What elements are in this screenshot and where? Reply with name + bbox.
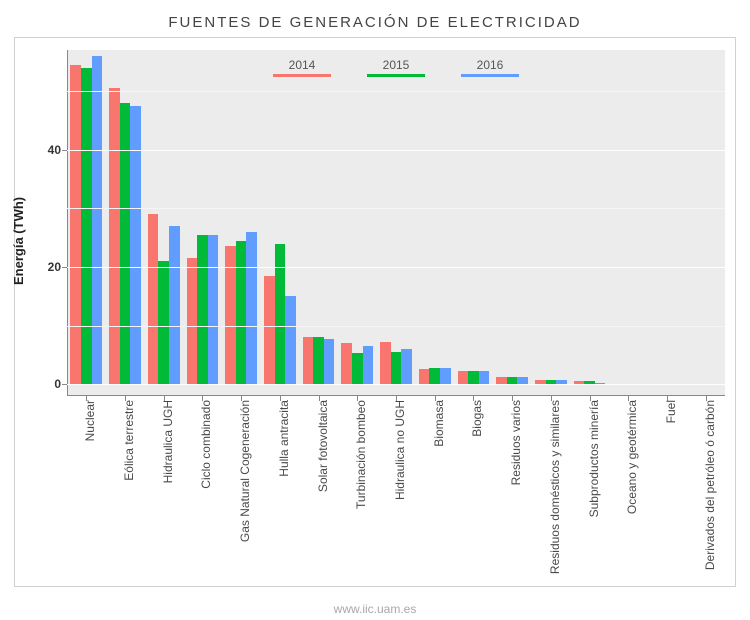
bar	[285, 296, 296, 384]
category-group	[419, 50, 451, 396]
category-group	[651, 50, 683, 396]
legend-swatch	[273, 74, 331, 77]
x-tick-label: Residuos varios	[501, 396, 523, 485]
category-group	[535, 50, 567, 396]
bar	[246, 232, 257, 384]
x-tick-label: Gas Natural Cogeneración	[230, 396, 252, 542]
bar	[324, 339, 335, 384]
y-axis-label: Energía (TWh)	[11, 197, 26, 285]
gridline-h-minor	[67, 326, 725, 327]
bar	[468, 371, 479, 384]
category-group	[341, 50, 373, 396]
bar	[197, 235, 208, 385]
bar	[275, 244, 286, 385]
bar	[380, 342, 391, 384]
category-group	[458, 50, 490, 396]
x-tick-label: Hidraulica UGH	[153, 396, 175, 483]
gridline-h	[67, 150, 725, 151]
x-tick-label: Fuel	[656, 396, 678, 423]
bar	[120, 103, 131, 384]
footer-credit: www.iic.uam.es	[0, 602, 750, 616]
bar	[391, 352, 402, 384]
legend-label: 2014	[273, 58, 331, 72]
x-tick-label: Nuclear	[75, 396, 97, 441]
category-group	[225, 50, 257, 396]
plot-outer: Energía (TWh) 2014 2015 2016 0 20 40 Nuclear E…	[14, 37, 736, 587]
bar	[109, 88, 120, 384]
bar	[352, 353, 363, 384]
y-tick-label: 0	[54, 377, 67, 391]
bar	[130, 106, 141, 385]
bar	[187, 258, 198, 384]
bar	[517, 377, 528, 384]
bar	[440, 368, 451, 384]
x-tick-label: Turbinación bombeo	[346, 396, 368, 509]
x-tick-label: Hulla antracita	[269, 396, 291, 477]
legend-swatch	[461, 74, 519, 77]
bar	[208, 235, 219, 385]
category-group	[303, 50, 335, 396]
category-group	[187, 50, 219, 396]
bar	[92, 56, 103, 384]
x-tick-label: Hidraulica no UGH	[385, 396, 407, 500]
legend-label: 2015	[367, 58, 425, 72]
bar	[81, 68, 92, 385]
x-tick-label: Solar fotovoltaica	[308, 396, 330, 492]
y-tick-label: 40	[48, 143, 67, 157]
bar	[429, 368, 440, 384]
category-group	[574, 50, 606, 396]
bar	[496, 377, 507, 384]
bar	[341, 343, 352, 384]
bar	[303, 337, 314, 384]
x-tick-label: Subproductos minería	[579, 396, 601, 517]
bar	[236, 241, 247, 385]
category-group	[109, 50, 141, 396]
category-group	[148, 50, 180, 396]
category-group	[496, 50, 528, 396]
bar	[401, 349, 412, 384]
legend-swatch	[367, 74, 425, 77]
bar	[158, 261, 169, 384]
legend-item: 2015	[367, 58, 425, 77]
x-tick-label: Ciclo combinado	[191, 396, 213, 489]
chart-frame: FUENTES DE GENERACIÓN DE ELECTRICIDAD En…	[0, 0, 750, 620]
plot-area: 201420152016 02040NuclearEólica terrestr…	[67, 50, 725, 396]
x-tick-label: Eólica terrestre	[114, 396, 136, 481]
bar	[419, 369, 430, 384]
gridline-h	[67, 384, 725, 385]
bar	[363, 346, 374, 384]
bar	[507, 377, 518, 384]
legend-item: 2016	[461, 58, 519, 77]
bar	[70, 65, 81, 385]
category-group	[612, 50, 644, 396]
bar	[313, 337, 324, 384]
bar	[148, 214, 159, 384]
bar	[458, 371, 469, 384]
gridline-h-minor	[67, 91, 725, 92]
x-tick-label: Oceano y geotérmica	[617, 396, 639, 514]
legend: 2014 2015 2016	[67, 58, 725, 77]
x-tick-label: Residuos domésticos y similares	[540, 396, 562, 574]
category-group	[264, 50, 296, 396]
y-tick-label: 20	[48, 260, 67, 274]
bar	[264, 276, 275, 384]
category-group	[380, 50, 412, 396]
x-tick-label: Derivados del petróleo ó carbón	[695, 396, 717, 570]
bar	[169, 226, 180, 384]
x-tick-label: Biomasa	[424, 396, 446, 447]
gridline-h	[67, 267, 725, 268]
chart-title: FUENTES DE GENERACIÓN DE ELECTRICIDAD	[14, 14, 736, 31]
bars-container	[67, 50, 725, 396]
legend-item: 2014	[273, 58, 331, 77]
x-tick-label: Biogas	[462, 396, 484, 437]
category-group	[690, 50, 722, 396]
bar	[479, 371, 490, 384]
category-group	[70, 50, 102, 396]
legend-label: 2016	[461, 58, 519, 72]
gridline-h-minor	[67, 208, 725, 209]
